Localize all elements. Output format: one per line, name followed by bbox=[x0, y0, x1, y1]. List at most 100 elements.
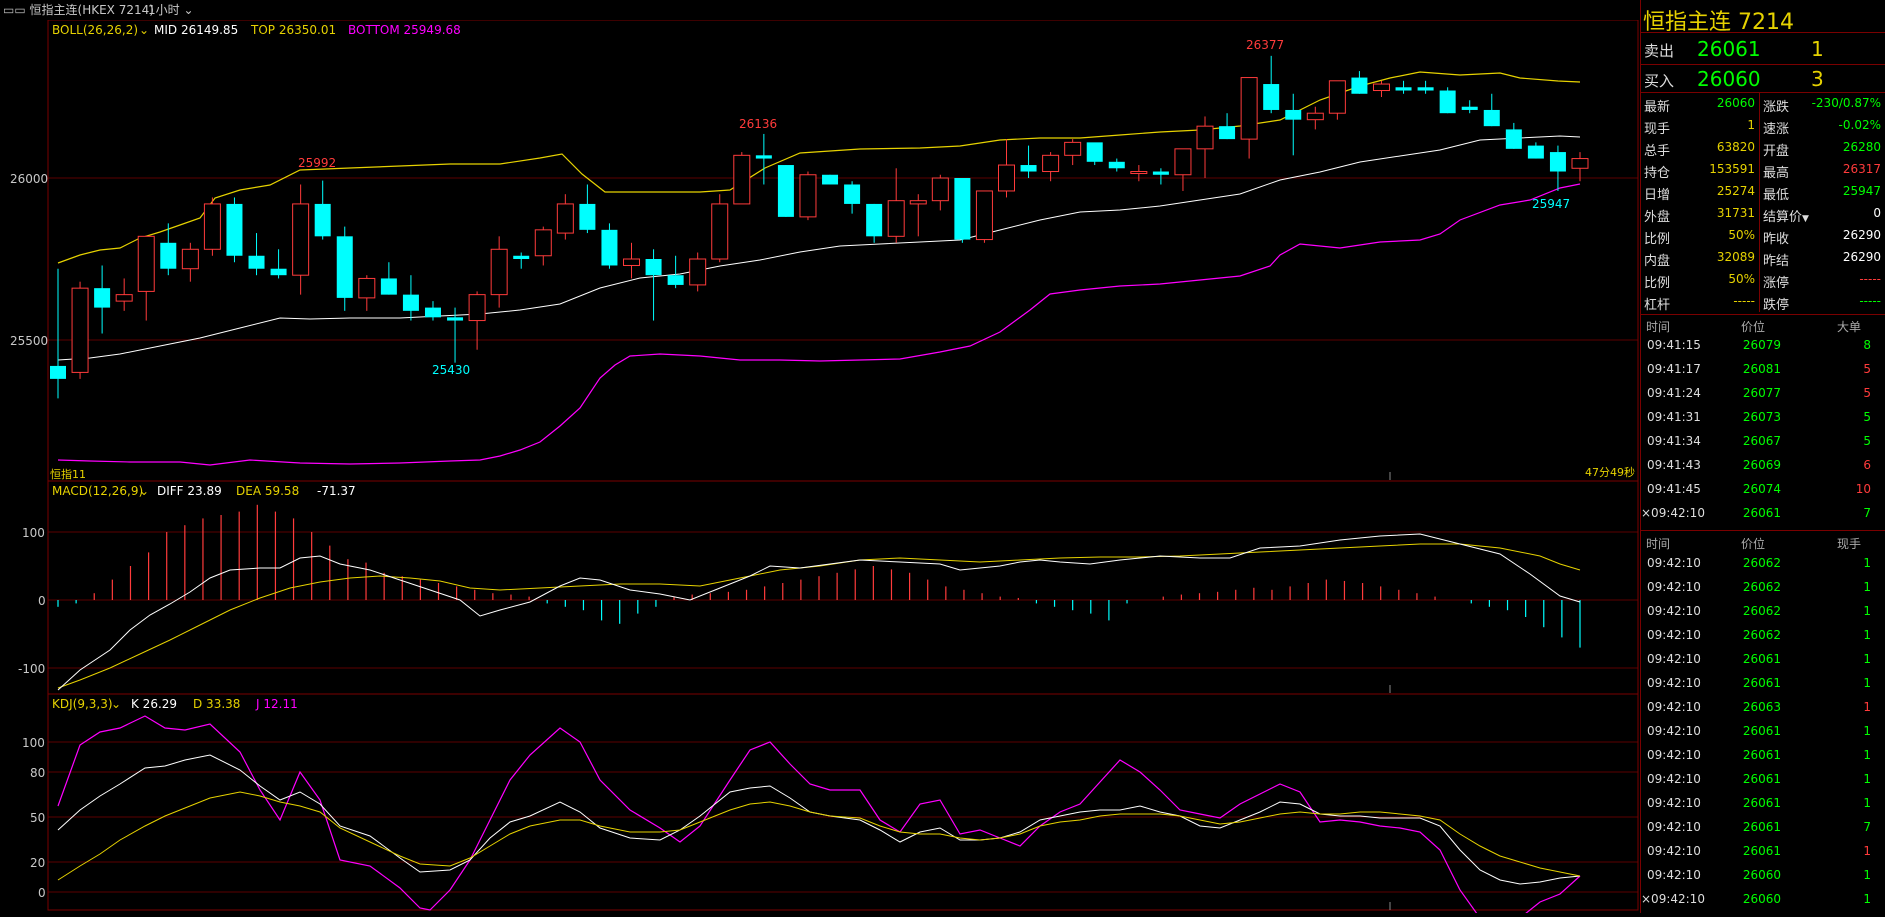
tick-row[interactable]: 09:42:10 26061 1 bbox=[1641, 748, 1885, 768]
candle-down[interactable] bbox=[1417, 87, 1434, 91]
candle-up[interactable] bbox=[997, 164, 1015, 192]
candle-up[interactable] bbox=[1571, 158, 1589, 169]
candle-up[interactable] bbox=[203, 203, 221, 250]
candle-up[interactable] bbox=[799, 174, 817, 218]
tick-row[interactable]: 09:42:10 26062 1 bbox=[1641, 604, 1885, 624]
candle-down[interactable] bbox=[1263, 84, 1280, 110]
candle-up[interactable] bbox=[1064, 141, 1082, 156]
tick-row[interactable]: 09:42:10 26061 1 bbox=[1641, 676, 1885, 696]
candle-down[interactable] bbox=[1152, 171, 1169, 175]
big-order-row[interactable]: 09:41:31 26073 5 bbox=[1641, 410, 1885, 430]
candle-up[interactable] bbox=[534, 229, 552, 257]
big-order-row[interactable]: 09:41:43 26069 6 bbox=[1641, 458, 1885, 478]
candle-up[interactable] bbox=[181, 248, 199, 270]
settlement-price-selector[interactable]: 结算价▼ bbox=[1763, 206, 1809, 225]
chart-area[interactable]: BOLL(26,26,2) ⌄ MID 26149.85 TOP 26350.0… bbox=[0, 19, 1640, 917]
candle-down[interactable] bbox=[1108, 161, 1125, 169]
tick-row[interactable]: 09:42:10 26061 1 bbox=[1641, 844, 1885, 864]
candle-up[interactable] bbox=[490, 248, 508, 296]
candle-down[interactable] bbox=[579, 203, 596, 230]
candle-down[interactable] bbox=[160, 242, 177, 269]
macd-label[interactable]: MACD(12,26,9) bbox=[52, 484, 143, 498]
candle-up[interactable] bbox=[975, 190, 993, 241]
candle-down[interactable] bbox=[1020, 165, 1037, 172]
bid-price[interactable]: 26060 bbox=[1697, 67, 1761, 91]
tick-row[interactable]: 09:42:10 26061 1 bbox=[1641, 652, 1885, 672]
big-order-row[interactable]: 09:41:24 26077 5 bbox=[1641, 386, 1885, 406]
candle-down[interactable] bbox=[270, 268, 287, 276]
big-order-row[interactable]: 09:41:34 26067 5 bbox=[1641, 434, 1885, 454]
candle-up[interactable] bbox=[71, 287, 89, 373]
tick-row[interactable]: 09:42:10 26061 1 bbox=[1641, 772, 1885, 792]
tick-row[interactable]: 09:42:10 26062 1 bbox=[1641, 628, 1885, 648]
candle-up[interactable] bbox=[292, 203, 310, 276]
candle-down[interactable] bbox=[866, 203, 883, 237]
candle-up[interactable] bbox=[887, 200, 905, 237]
big-order-row[interactable]: 09:41:45 26074 10 bbox=[1641, 482, 1885, 502]
symbol-selector[interactable]: ▭▭ 恒指主连(HKEX 7214) bbox=[3, 0, 154, 20]
candle-down[interactable] bbox=[844, 184, 861, 204]
candle-down[interactable] bbox=[755, 155, 772, 159]
candle-down[interactable] bbox=[1086, 142, 1103, 162]
candle-up[interactable] bbox=[1174, 148, 1192, 176]
chevron-down-icon[interactable]: ⌄ bbox=[111, 697, 121, 711]
candle-down[interactable] bbox=[380, 278, 397, 295]
candle-up[interactable] bbox=[115, 294, 133, 302]
candle-down[interactable] bbox=[954, 178, 971, 240]
tick-row[interactable]: 09:42:10 26062 1 bbox=[1641, 556, 1885, 576]
candle-down[interactable] bbox=[601, 229, 618, 266]
candle-down[interactable] bbox=[822, 174, 839, 185]
candle-up[interactable] bbox=[1372, 83, 1390, 92]
boll-label[interactable]: BOLL(26,26,2) bbox=[52, 23, 138, 37]
tick-row[interactable]: 09:42:10 26060 1 bbox=[1641, 868, 1885, 888]
candle-down[interactable] bbox=[667, 275, 684, 285]
candle-down[interactable] bbox=[1351, 77, 1368, 94]
kdj-label[interactable]: KDJ(9,3,3) bbox=[52, 697, 113, 711]
candle-down[interactable] bbox=[513, 255, 530, 259]
candle-up[interactable] bbox=[137, 235, 155, 292]
tick-row[interactable]: 09:42:10 26061 1 bbox=[1641, 796, 1885, 816]
candle-down[interactable] bbox=[1527, 145, 1544, 159]
candle-down[interactable] bbox=[94, 288, 111, 308]
tick-row[interactable]: 09:42:10 26061 1 bbox=[1641, 724, 1885, 744]
candle-up[interactable] bbox=[1240, 77, 1258, 140]
candle-up[interactable] bbox=[1042, 154, 1060, 173]
candle-up[interactable] bbox=[931, 177, 949, 202]
candle-down[interactable] bbox=[777, 165, 794, 217]
candle-down[interactable] bbox=[1549, 152, 1566, 172]
candle-down[interactable] bbox=[1395, 87, 1412, 91]
candle-down[interactable] bbox=[226, 203, 243, 256]
candle-up[interactable] bbox=[556, 203, 574, 234]
candle-up[interactable] bbox=[689, 258, 707, 286]
candle-down[interactable] bbox=[1483, 109, 1500, 127]
candle-up[interactable] bbox=[909, 200, 927, 205]
candle-down[interactable] bbox=[424, 307, 441, 318]
candle-down[interactable] bbox=[248, 255, 265, 269]
candle-down[interactable] bbox=[314, 203, 331, 237]
tick-row[interactable]: ×09:42:10 26060 1 bbox=[1641, 892, 1885, 912]
candle-up[interactable] bbox=[1328, 80, 1346, 114]
tick-row[interactable]: 09:42:10 26062 1 bbox=[1641, 580, 1885, 600]
chart-canvas[interactable]: BOLL(26,26,2) ⌄ MID 26149.85 TOP 26350.0… bbox=[0, 19, 1640, 917]
big-order-row[interactable]: 09:41:17 26081 5 bbox=[1641, 362, 1885, 382]
candle-down[interactable] bbox=[1439, 90, 1456, 114]
candle-up[interactable] bbox=[711, 203, 729, 260]
ask-price[interactable]: 26061 bbox=[1697, 37, 1761, 61]
candle-up[interactable] bbox=[623, 258, 641, 266]
chevron-down-icon[interactable]: ⌄ bbox=[139, 484, 149, 498]
candle-up[interactable] bbox=[468, 294, 486, 322]
candle-down[interactable] bbox=[402, 294, 419, 311]
big-order-row[interactable]: 09:41:15 26079 8 bbox=[1641, 338, 1885, 358]
candle-down[interactable] bbox=[1505, 129, 1522, 149]
tick-row[interactable]: 09:42:10 26063 1 bbox=[1641, 700, 1885, 720]
candle-down[interactable] bbox=[1461, 106, 1478, 110]
tick-row[interactable]: 09:42:10 26061 7 bbox=[1641, 820, 1885, 840]
candle-up[interactable] bbox=[733, 154, 751, 205]
candle-up[interactable] bbox=[1130, 171, 1148, 175]
chevron-down-icon[interactable]: ⌄ bbox=[139, 23, 149, 37]
candle-up[interactable] bbox=[1306, 112, 1324, 121]
candle-down[interactable] bbox=[1219, 126, 1236, 140]
candle-down[interactable] bbox=[1285, 109, 1302, 120]
candle-down[interactable] bbox=[645, 259, 662, 276]
candle-down[interactable] bbox=[50, 365, 66, 379]
